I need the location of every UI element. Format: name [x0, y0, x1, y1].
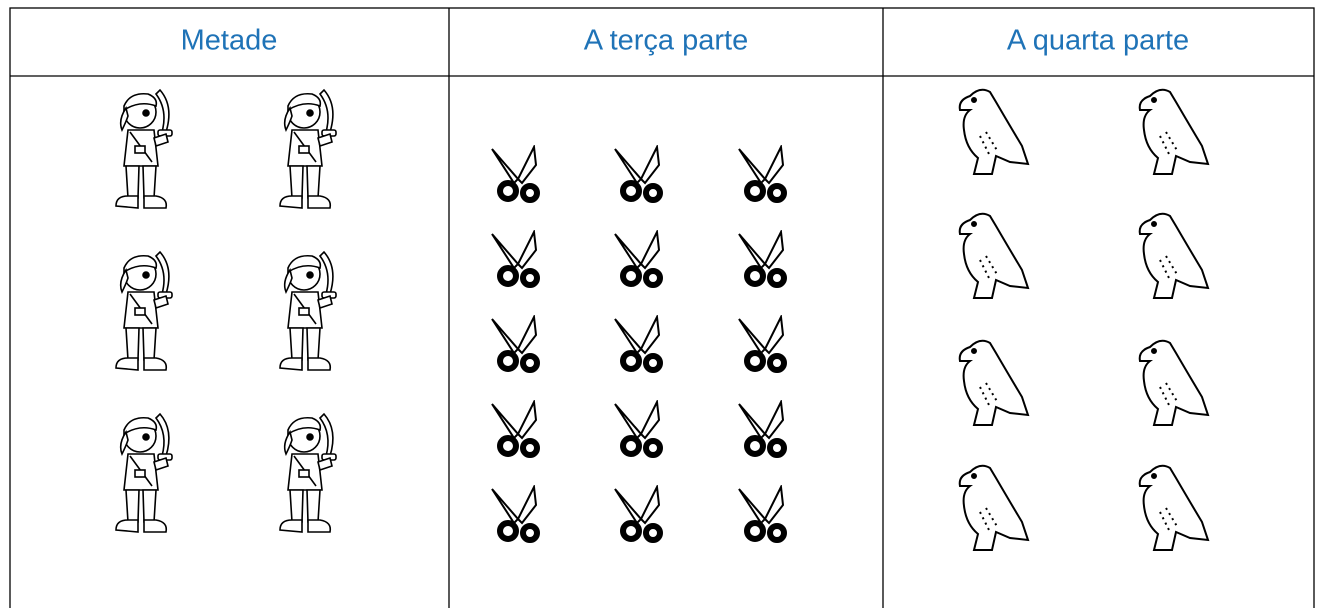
scissors-icon: [739, 487, 784, 540]
bird-icon: [1138, 88, 1209, 175]
column-header: A terça parte: [584, 25, 748, 57]
scissors-icon: [615, 232, 660, 285]
pirate-icon: [279, 251, 337, 371]
scissors-icon: [492, 402, 537, 455]
bird-icon: [1138, 464, 1209, 551]
scissors-icon: [739, 317, 784, 370]
scissors-icon: [492, 147, 537, 200]
bird-icon: [958, 464, 1029, 551]
pirate-icon: [115, 251, 173, 371]
bird-group: [958, 88, 1209, 551]
column-header: A quarta parte: [1007, 25, 1189, 57]
scissors-group: [492, 147, 784, 540]
scissors-icon: [739, 402, 784, 455]
column-header: Metade: [181, 25, 278, 57]
scissors-icon: [739, 232, 784, 285]
pirate-icon: [279, 413, 337, 533]
scissors-icon: [492, 317, 537, 370]
pirate-icon: [279, 89, 337, 209]
scissors-icon: [615, 317, 660, 370]
bird-icon: [958, 212, 1029, 299]
bird-icon: [958, 88, 1029, 175]
scissors-icon: [739, 147, 784, 200]
pirate-group: [115, 89, 337, 533]
scissors-icon: [615, 147, 660, 200]
bird-icon: [958, 339, 1029, 426]
scissors-icon: [615, 402, 660, 455]
bird-icon: [1138, 339, 1209, 426]
scissors-icon: [492, 487, 537, 540]
scissors-icon: [615, 487, 660, 540]
table-border: [9, 7, 1315, 608]
scissors-icon: [492, 232, 537, 285]
pirate-icon: [115, 413, 173, 533]
pirate-icon: [115, 89, 173, 209]
bird-icon: [1138, 212, 1209, 299]
